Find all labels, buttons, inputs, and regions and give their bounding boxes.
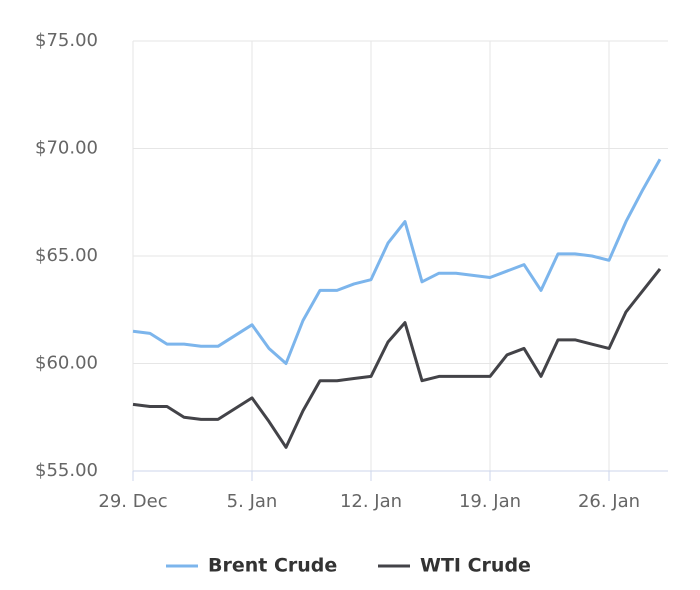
x-tick-label: 29. Dec bbox=[98, 491, 167, 512]
legend: Brent Crude WTI Crude bbox=[166, 555, 531, 577]
legend-label: Brent Crude bbox=[208, 555, 337, 577]
x-tick-label: 5. Jan bbox=[227, 491, 278, 512]
y-tick-label: $65.00 bbox=[35, 245, 98, 266]
x-tick-label: 19. Jan bbox=[459, 491, 521, 512]
y-tick-label: $70.00 bbox=[35, 138, 98, 159]
y-tick-label: $75.00 bbox=[35, 30, 98, 51]
legend-label: WTI Crude bbox=[420, 555, 531, 577]
x-tick-label: 12. Jan bbox=[340, 491, 402, 512]
data-line bbox=[132, 267, 662, 449]
y-tick-label: $55.00 bbox=[35, 460, 98, 481]
data-line bbox=[132, 158, 662, 365]
x-tick-label: 26. Jan bbox=[578, 491, 640, 512]
y-tick-label: $60.00 bbox=[35, 353, 98, 374]
